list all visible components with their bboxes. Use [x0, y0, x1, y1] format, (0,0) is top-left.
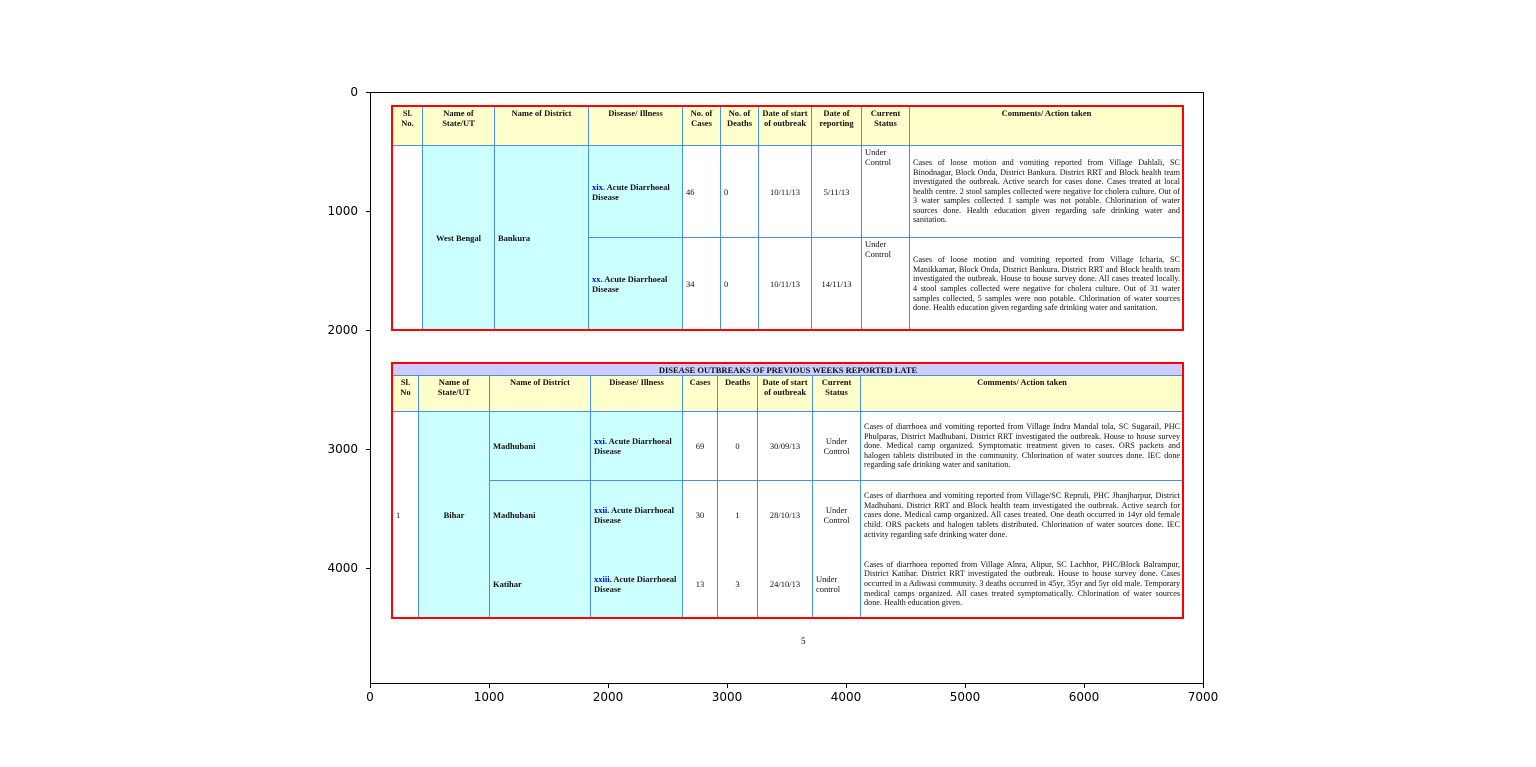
x-tick-label: 5000: [949, 690, 981, 704]
cases: 13: [682, 549, 718, 619]
item-number: xxii.: [594, 505, 610, 516]
header-comments: Comments/ Action taken: [909, 106, 1184, 146]
cases: 30: [682, 480, 718, 550]
y-tick-mark: [366, 92, 370, 93]
header-status: Current Status: [812, 375, 861, 412]
status: Under Control: [812, 480, 861, 550]
table-title: DISEASE OUTBREAKS OF PREVIOUS WEEKS REPO…: [391, 363, 1185, 376]
header-state: Name of State/UT: [418, 375, 490, 412]
table-row: West Bengal Bankura xix. Acute Diarrhoea…: [392, 145, 1184, 331]
state-cell: Bihar: [418, 411, 490, 619]
header-cases: No. of Cases: [682, 106, 721, 146]
x-tick-label: 1000: [473, 690, 505, 704]
status: Under Control: [861, 145, 910, 238]
start-date: 10/11/13: [758, 145, 812, 238]
y-tick-mark: [366, 211, 370, 212]
y-tick-label: 0: [350, 85, 358, 99]
table-row: Katihar xxiii. Acute Diarrhoeal Disease …: [393, 549, 1185, 619]
header-disease: Disease/ Illness: [588, 106, 683, 146]
table-row: 1 Bihar Madhubani xxi. Acute Diarrhoeal …: [392, 411, 1185, 619]
item-number: xix.: [592, 181, 605, 192]
district-cell: Madhubani: [489, 480, 591, 550]
district-cell: Madhubani: [489, 411, 591, 481]
x-tick-mark: [1203, 684, 1204, 688]
header-comments: Comments/ Action taken: [859, 375, 1185, 412]
outbreak-table: Sl. No. Name of State/UT Name of Distric…: [392, 106, 1184, 331]
cases: 69: [682, 411, 718, 481]
header-status: Current Status: [861, 106, 910, 146]
y-tick-label: 3000: [327, 442, 358, 456]
start-date: 10/11/13: [758, 237, 812, 331]
disease: Acute Diarrhoeal Disease: [594, 505, 675, 526]
header-state: Name of State/UT: [422, 106, 495, 146]
page-number: 5: [801, 636, 806, 646]
header-district: Name of District: [489, 375, 591, 412]
header-sl: Sl. No: [392, 375, 419, 412]
y-tick-label: 2000: [327, 323, 358, 337]
header-sl: Sl. No.: [392, 106, 423, 146]
y-tick-mark: [366, 330, 370, 331]
x-tick-label: 4000: [830, 690, 862, 704]
start-date: 30/09/13: [757, 411, 813, 481]
cases: 34: [682, 237, 721, 331]
district-cell: Katihar: [489, 549, 591, 619]
y-tick-label: 1000: [327, 204, 358, 218]
x-tick-mark: [846, 684, 847, 688]
y-tick-label: 4000: [327, 561, 358, 575]
x-tick-mark: [489, 684, 490, 688]
comment: Cases of diarrhoea reported from Village…: [859, 549, 1185, 619]
deaths: 0: [720, 145, 759, 238]
deaths: 3: [717, 549, 758, 619]
x-tick-label: 3000: [711, 690, 743, 704]
disease: Acute Diarrhoeal Disease: [592, 181, 670, 202]
status: Under Control: [812, 411, 861, 481]
y-tick-mark: [366, 449, 370, 450]
sl-cell: 1: [392, 411, 419, 619]
header-start: Date of start of outbreak: [757, 375, 813, 412]
x-tick-mark: [965, 684, 966, 688]
deaths: 0: [720, 237, 759, 331]
state-cell: West Bengal: [422, 145, 495, 331]
late-outbreak-table: DISEASE OUTBREAKS OF PREVIOUS WEEKS REPO…: [391, 363, 1185, 619]
item-number: xx.: [592, 274, 603, 284]
header-cases: Cases: [682, 375, 718, 412]
comment: Cases of diarrhoea and vomiting reported…: [859, 480, 1185, 550]
header-start: Date of start of outbreak: [758, 106, 812, 146]
sl-cell: [392, 145, 423, 331]
start-date: 24/10/13: [757, 549, 813, 619]
x-tick-mark: [727, 684, 728, 688]
header-deaths: Deaths: [717, 375, 758, 412]
status: Under control: [812, 549, 861, 619]
report-date: 14/11/13: [811, 237, 862, 331]
x-tick-label: 6000: [1068, 690, 1100, 704]
x-tick-mark: [608, 684, 609, 688]
header-report: Date of reporting: [811, 106, 862, 146]
report-date: 5/11/13: [811, 145, 862, 238]
start-date: 28/10/13: [757, 480, 813, 550]
table-row: Madhubani xxii. Acute Diarrhoeal Disease…: [393, 480, 1185, 550]
comment: Cases of loose motion and vomiting repor…: [909, 237, 1184, 331]
comment: Cases of diarrhoea and vomiting reported…: [859, 411, 1185, 481]
item-number: xxi.: [594, 436, 607, 446]
header-disease: Disease/ Illness: [590, 375, 683, 412]
header-deaths: No. of Deaths: [720, 106, 759, 146]
comment: Cases of loose motion and vomiting repor…: [909, 145, 1184, 238]
deaths: 0: [717, 411, 758, 481]
district-cell: Bankura: [494, 145, 589, 331]
x-tick-mark: [370, 684, 371, 688]
disease: Acute Diarrhoeal Disease: [594, 436, 672, 456]
header-district: Name of District: [494, 106, 589, 146]
deaths: 1: [717, 480, 758, 550]
y-tick-mark: [366, 568, 370, 569]
status: Under Control: [861, 237, 910, 331]
item-number: xxiii.: [594, 573, 612, 584]
disease: Acute Diarrhoeal Disease: [592, 274, 668, 294]
x-tick-label: 0: [366, 690, 374, 704]
cases: 46: [682, 145, 721, 238]
x-tick-mark: [1084, 684, 1085, 688]
disease: Acute Diarrhoeal Disease: [594, 573, 677, 594]
x-tick-label: 7000: [1187, 690, 1219, 704]
x-tick-label: 2000: [592, 690, 624, 704]
